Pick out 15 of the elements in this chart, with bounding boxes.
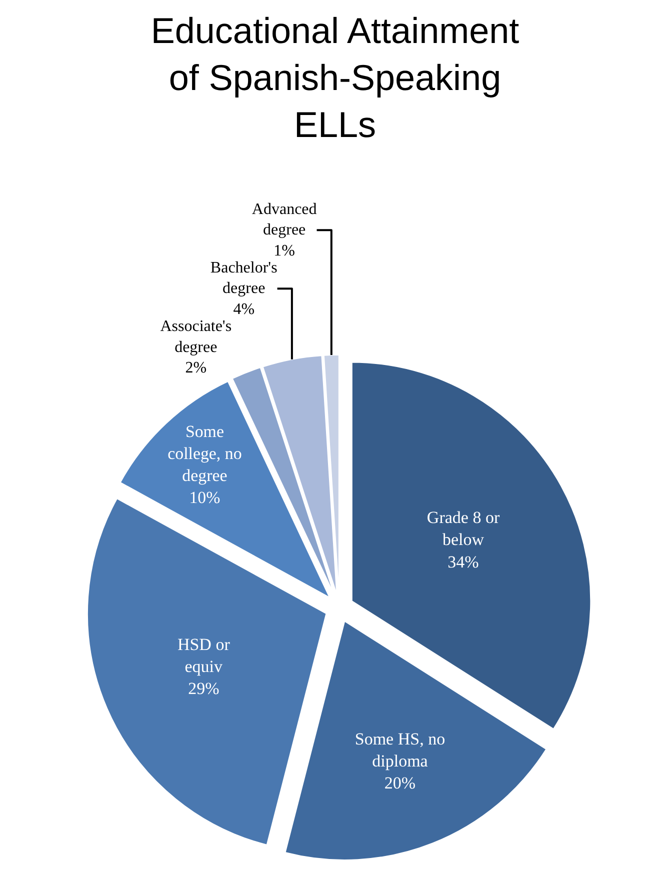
slice-label: Some college, no degree <box>168 422 242 485</box>
slice-label: Advanced degree <box>252 200 317 239</box>
data-label: 10% <box>189 488 220 507</box>
slice-label: Associate's degree <box>160 318 232 356</box>
data-label: 29% <box>188 679 220 698</box>
data-label: 1% <box>274 242 295 260</box>
slice-label: Grade 8 or below <box>426 508 500 550</box>
slice-label: Bachelor's degree <box>210 259 278 298</box>
data-label: 4% <box>233 300 255 318</box>
data-label: 2% <box>185 360 207 377</box>
data-label: 34% <box>448 552 479 572</box>
chart-title: Educational Attainment of Spanish-Speaking ELLs <box>150 10 520 145</box>
data-label: 20% <box>384 774 416 793</box>
slice-label: Some HS, no diploma <box>354 729 446 771</box>
slice-label: HSD or equiv <box>177 634 230 676</box>
